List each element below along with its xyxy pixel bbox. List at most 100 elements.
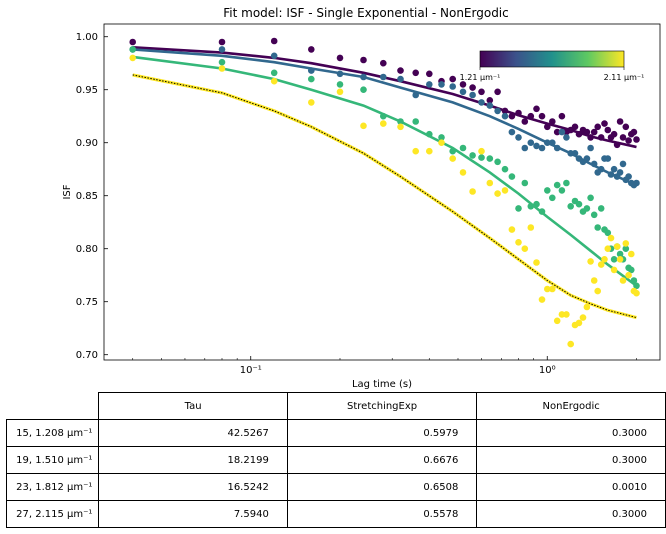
data-point [619,277,627,284]
cell-stretchingexp: 0.6508 [286,473,478,501]
series-0 [129,37,640,149]
fit-line [132,73,637,320]
data-point [469,188,476,195]
data-point [521,118,529,125]
fit-line [132,48,638,187]
data-point [438,134,445,141]
data-point [563,311,570,318]
column-header-nonergodic: NonErgodic [476,392,666,420]
data-point [553,128,561,136]
column-header-stretchingexp: StretchingExp [286,392,478,420]
data-point [521,179,529,187]
data-point [616,250,624,258]
data-point [610,266,618,274]
data-point [549,194,556,202]
data-point [590,211,598,219]
data-point [610,130,618,138]
data-point [426,70,433,78]
data-point [533,105,540,113]
data-point [544,187,551,194]
data-point [587,144,594,152]
data-point [607,234,615,242]
data-point [486,155,494,162]
data-point [449,83,457,90]
data-point [622,245,630,252]
data-point [575,200,583,208]
table-header-row: Tau StretchingExp NonErgodic [6,392,666,420]
data-point [633,289,640,297]
cell-stretchingexp: 0.5979 [286,419,478,447]
data-point [571,123,579,131]
column-header-tau: Tau [98,392,288,420]
data-point [604,126,612,134]
data-point [515,205,522,212]
data-point [478,88,485,96]
colorbar: 1.21 μm⁻¹ 2.11 μm⁻¹ [460,50,644,82]
data-point [563,134,570,141]
data-point [549,285,556,293]
data-point [494,190,501,197]
data-point [567,203,574,210]
x-tick-label: 10⁻¹ [240,365,262,376]
data-point [587,258,594,265]
data-point [412,69,420,77]
cell-tau: 18.2199 [98,446,288,474]
results-table: Tau StretchingExp NonErgodic 15, 1.208 μ… [5,392,666,528]
data-point [380,120,387,127]
data-point [336,88,344,96]
data-point [553,181,561,189]
cell-stretchingexp: 0.6676 [286,446,478,474]
data-point [336,54,344,62]
x-axis: 10⁻¹ 10⁰ [132,356,637,376]
data-point [533,142,540,150]
data-point [336,81,344,88]
chart-title: Fit model: ISF - Single Exponential - No… [223,6,509,20]
data-point [515,239,522,246]
data-point [583,303,591,311]
fit-line [132,46,637,149]
data-point [630,128,638,136]
data-point [494,158,501,166]
data-point [469,91,476,99]
y-tick-label: 0.70 [76,350,98,361]
data-point [486,179,494,187]
data-point [308,46,315,53]
cell-nonergodic: 0.3000 [476,446,666,474]
data-point [616,118,624,125]
data-point [625,137,632,144]
data-point [604,245,612,252]
data-point [426,81,433,88]
data-point [549,118,556,125]
data-point [508,226,516,233]
data-point [397,123,404,131]
data-point [601,120,608,127]
plot-frame [103,23,661,361]
row-label: 23, 1.812 μm⁻¹ [5,473,100,501]
data-point [397,75,404,83]
data-point [604,155,612,162]
data-point [553,317,561,325]
data-point [575,319,583,327]
data-point [619,160,627,168]
data-point [218,46,226,53]
data-point [622,240,630,247]
data-point [613,243,621,250]
data-point [380,73,387,81]
y-tick-label: 1.00 [76,32,98,43]
data-point [397,67,404,74]
fit-line-core [132,74,637,319]
series-1 [129,46,640,189]
y-tick-label: 0.85 [76,191,98,202]
data-point [308,99,315,106]
table-corner [6,392,100,420]
table-row: 19, 1.510 μm⁻¹ 18.2199 0.6676 0.3000 [5,446,666,474]
data-point [478,147,485,155]
data-point [449,75,457,83]
data-point [583,205,591,212]
data-point [579,314,587,321]
data-point [597,261,605,268]
data-point [426,147,433,155]
data-point [270,52,278,60]
data-point [521,245,529,252]
data-point [508,173,516,180]
